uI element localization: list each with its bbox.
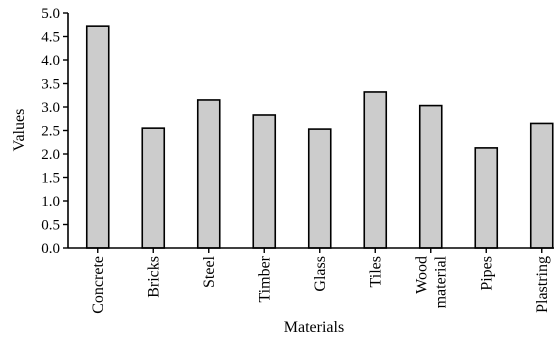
y-tick-label: 4.5: [41, 30, 60, 46]
x-category-label: Wood: [413, 256, 430, 294]
x-category-label: Bricks: [145, 256, 162, 298]
y-tick-label: 1.5: [41, 171, 60, 187]
bar: [85, 25, 110, 249]
y-tick-label: 0.0: [41, 241, 60, 257]
bar: [363, 91, 388, 249]
bar: [252, 114, 277, 249]
x-axis-title: Materials: [284, 319, 344, 336]
x-category-label: Tiles: [367, 256, 384, 287]
x-category-label: Pipes: [478, 256, 495, 291]
bar: [529, 122, 554, 249]
y-axis-ticks: 0.0 0.5 1.0 1.5 2.0 2.5 3.0 3.5 4.0 4.5 5.0: [41, 6, 68, 257]
x-category-label: Glass: [312, 256, 329, 292]
x-category-label: Steel: [201, 255, 218, 288]
y-tick-label: 1.0: [41, 194, 60, 210]
bar: [474, 147, 499, 249]
bar: [418, 104, 443, 249]
y-tick-label: 2.0: [41, 147, 60, 163]
bar: [141, 127, 166, 249]
y-tick-label: 2.5: [41, 124, 60, 140]
y-tick-label: 3.5: [41, 77, 60, 93]
y-tick-label: 3.0: [41, 100, 60, 116]
y-axis-title: Values: [11, 109, 28, 152]
bar: [307, 128, 332, 249]
axes: [67, 13, 554, 249]
x-category-label: Concrete: [90, 256, 107, 314]
x-category-label: Plastring: [534, 256, 551, 313]
bar: [196, 99, 221, 249]
x-axis-ticks: Concrete Bricks Steel Timber Glass Tiles Wood m…: [90, 248, 551, 314]
y-tick-label: 4.0: [41, 53, 60, 69]
bars: [85, 25, 554, 249]
x-category-label: material: [432, 255, 449, 308]
y-tick-label: 0.5: [41, 218, 60, 234]
x-category-label: Timber: [256, 255, 273, 302]
y-tick-label: 5.0: [41, 6, 60, 22]
